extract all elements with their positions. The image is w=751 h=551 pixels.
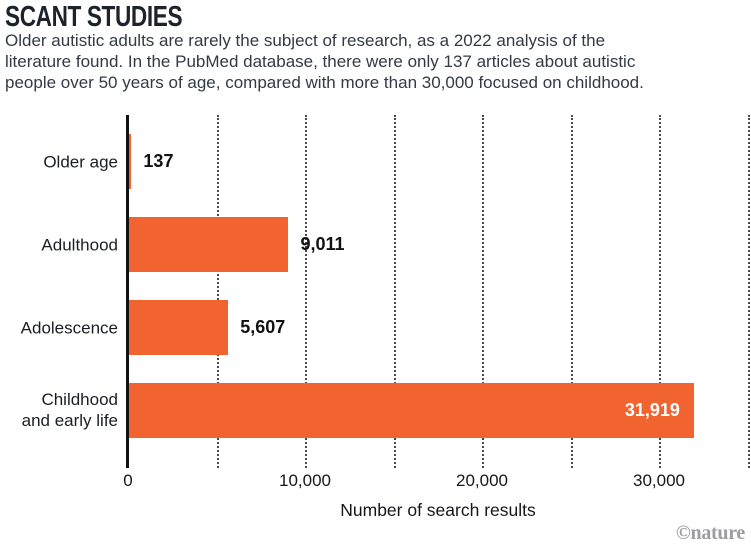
value-label-childhood: 31,919 [624,400,680,420]
nature-credit: ©nature [675,522,745,544]
value-label-adolescence: 5,607 [240,317,286,337]
gridline [393,115,396,468]
gridline [216,115,219,468]
gridline [570,115,573,468]
category-label-adolescence: Adolescence [20,318,118,338]
bar-childhood [129,383,694,438]
category-label-older-age: Older age [43,152,118,172]
gridline [305,115,307,468]
gridline [747,115,750,468]
chart-description: Older autistic adults are rarely the sub… [5,31,644,92]
x-tick-20000: 20,000 [456,471,508,490]
bar-adulthood [129,217,289,272]
plot-area: 137 9,011 5,607 31,919 [126,115,751,468]
x-tick-10000: 10,000 [279,471,331,490]
x-tick-30000: 30,000 [633,471,685,490]
x-tick-0: 0 [123,471,133,490]
bar-older-age [129,134,132,189]
category-label-childhood: Childhood and early life [21,390,118,430]
category-label-adulthood: Adulthood [41,235,118,255]
chart-title: SCANT STUDIES [5,1,183,33]
value-label-adulthood: 9,011 [300,234,345,254]
gridline [482,115,484,468]
bar-adolescence [129,300,229,355]
gridline [659,115,661,468]
x-axis-title: Number of search results [340,500,536,520]
value-label-older-age: 137 [143,151,174,171]
